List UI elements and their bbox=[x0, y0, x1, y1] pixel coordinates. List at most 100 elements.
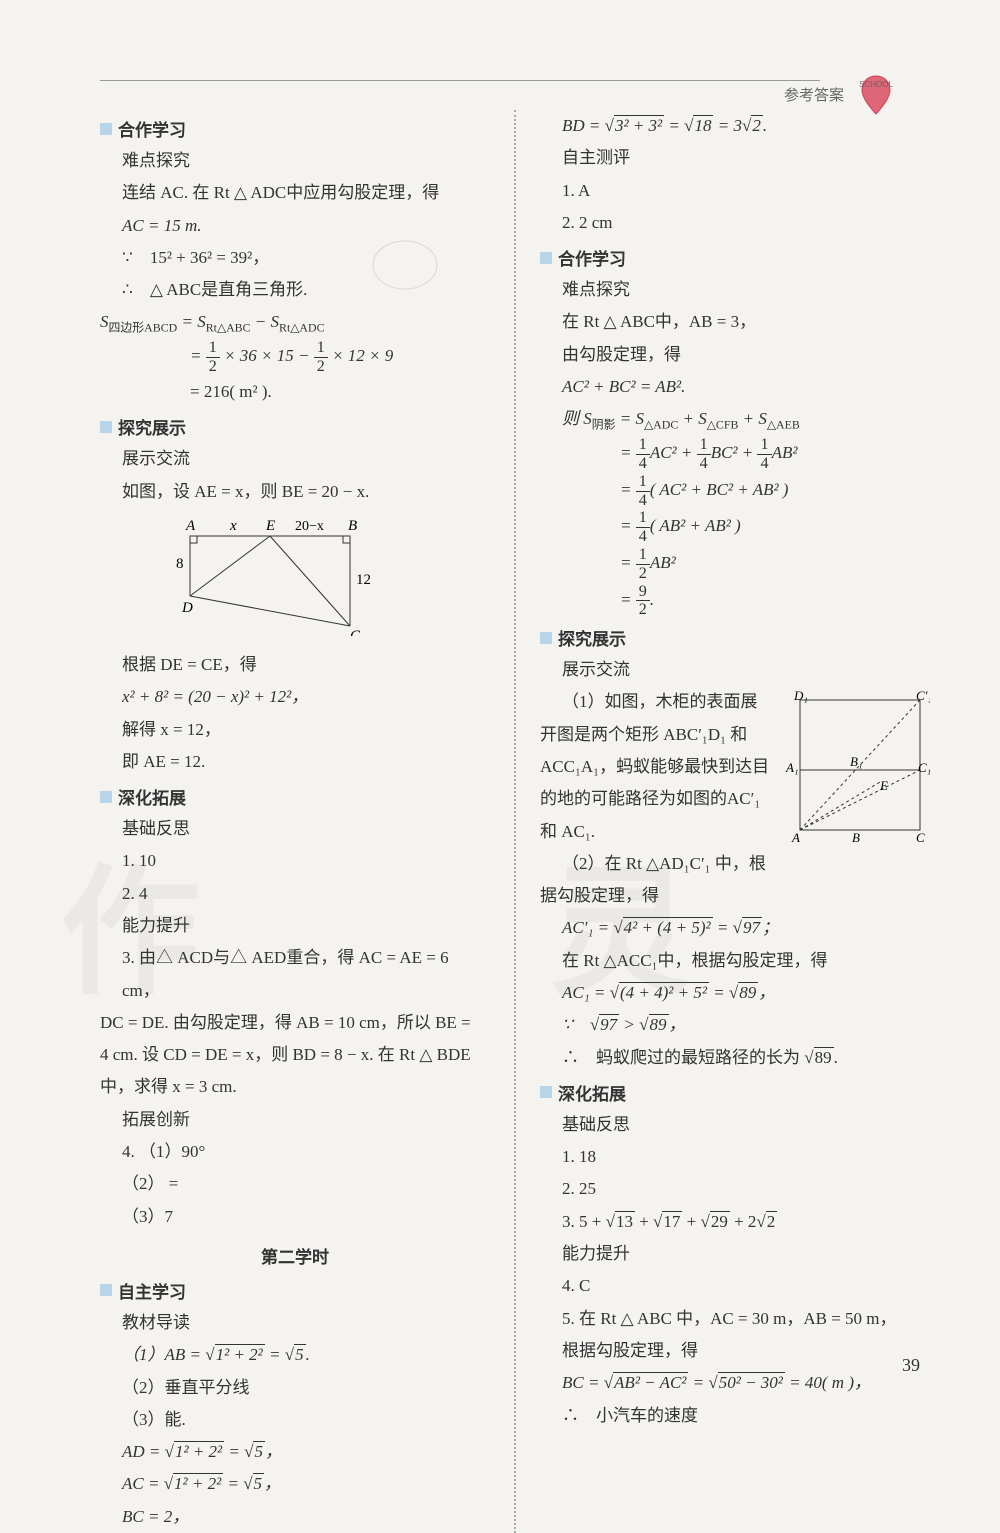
body-text: 在 Rt △ ABC中，AB = 3， bbox=[540, 306, 930, 338]
formula: BD = 3² + 3² = 18 = 32. bbox=[540, 110, 930, 142]
formula: AC₁ = (4 + 4)² + 5² = 89， bbox=[540, 977, 930, 1009]
body-text: 5. 在 Rt △ ABC 中，AC = 30 m，AB = 50 m， bbox=[540, 1303, 930, 1335]
subheading: 自主测评 bbox=[540, 142, 930, 174]
svg-text:x: x bbox=[229, 518, 237, 534]
svg-text:C: C bbox=[350, 628, 361, 636]
answer-item: 4. C bbox=[540, 1270, 930, 1302]
formula: = 92. bbox=[540, 583, 930, 620]
formula: AC′₁ = 4² + (4 + 5)² = 97； bbox=[540, 912, 930, 944]
lesson-title: 第二学时 bbox=[100, 1243, 490, 1268]
formula: AC = 1² + 2² = 5， bbox=[100, 1468, 490, 1500]
svg-text:D: D bbox=[181, 600, 193, 616]
svg-text:A: A bbox=[185, 518, 196, 534]
heading-text: 自主学习 bbox=[118, 1278, 186, 1303]
right-column: BD = 3² + 3² = 18 = 32. 自主测评 1. A 2. 2 c… bbox=[540, 110, 930, 1533]
body-text: 3. 由△ ACD与△ AED重合，得 AC = AE = 6 cm， bbox=[100, 942, 490, 1007]
answer-item: （2） = bbox=[100, 1168, 490, 1200]
heading-text: 探究展示 bbox=[558, 625, 626, 650]
section-heading: 探究展示 bbox=[100, 414, 490, 439]
svg-text:C′₁: C′₁ bbox=[916, 690, 930, 703]
subheading: 能力提升 bbox=[540, 1238, 930, 1270]
formula: ∵ 97 > 89， bbox=[540, 1009, 930, 1041]
svg-text:E: E bbox=[265, 518, 275, 534]
svg-text:D₁: D₁ bbox=[793, 690, 808, 703]
answer-item: 2. 25 bbox=[540, 1173, 930, 1205]
svg-text:SCHOOL: SCHOOL bbox=[859, 80, 893, 89]
svg-text:C₁: C₁ bbox=[918, 760, 930, 775]
geometry-diagram: A x E 20−x B 8 12 D C bbox=[170, 516, 490, 641]
formula: （1）AB = 1² + 2² = 5. bbox=[100, 1339, 490, 1371]
body-text: BC = 2， bbox=[100, 1501, 490, 1533]
heading-text: 深化拓展 bbox=[118, 784, 186, 809]
heading-text: 合作学习 bbox=[118, 116, 186, 141]
left-column: 合作学习 难点探究 连结 AC. 在 Rt △ ADC中应用勾股定理，得 AC … bbox=[100, 110, 490, 1533]
header-rule bbox=[100, 80, 820, 81]
body-text: 据勾股定理，得 bbox=[540, 880, 930, 912]
subheading: 展示交流 bbox=[100, 443, 490, 475]
svg-text:B₁: B₁ bbox=[850, 754, 862, 769]
section-heading: 合作学习 bbox=[100, 116, 490, 141]
svg-text:B: B bbox=[348, 518, 357, 534]
body-text: ∴ △ ABC是直角三角形. bbox=[100, 274, 490, 306]
formula: = 14AC² + 14BC² + 14AB² bbox=[540, 436, 930, 473]
svg-text:A: A bbox=[791, 830, 800, 845]
answer-item: 2. 4 bbox=[100, 878, 490, 910]
body-text: ∵ 15² + 36² = 39²， bbox=[100, 242, 490, 274]
body-text: 连结 AC. 在 Rt △ ADC中应用勾股定理，得 bbox=[100, 177, 490, 209]
header-label: 参考答案 bbox=[784, 84, 844, 105]
heading-text: 深化拓展 bbox=[558, 1080, 626, 1105]
column-divider bbox=[514, 110, 516, 1533]
body-text: （3）能. bbox=[100, 1404, 490, 1436]
subheading: 拓展创新 bbox=[100, 1104, 490, 1136]
body-text: 中，求得 x = 3 cm. bbox=[100, 1071, 490, 1103]
heading-text: 合作学习 bbox=[558, 245, 626, 270]
subheading: 展示交流 bbox=[540, 654, 930, 686]
body-text: 如图，设 AE = x，则 BE = 20 − x. bbox=[100, 476, 490, 508]
svg-text:12: 12 bbox=[356, 572, 370, 588]
svg-text:A₁: A₁ bbox=[785, 760, 798, 775]
subheading: 能力提升 bbox=[100, 910, 490, 942]
answer-item: （3）7 bbox=[100, 1201, 490, 1233]
body-text: 根据 DE = CE，得 bbox=[100, 649, 490, 681]
body-text: 根据勾股定理，得 bbox=[540, 1335, 930, 1367]
answer-item: 4. （1）90° bbox=[100, 1136, 490, 1168]
svg-text:8: 8 bbox=[176, 556, 184, 572]
formula: = 14( AC² + BC² + AB² ) bbox=[540, 473, 930, 510]
body-text: 即 AE = 12. bbox=[100, 746, 490, 778]
answer-item: 1. 18 bbox=[540, 1141, 930, 1173]
body-text: 4 cm. 设 CD = DE = x，则 BD = 8 − x. 在 Rt △… bbox=[100, 1039, 490, 1071]
subheading: 难点探究 bbox=[100, 145, 490, 177]
answer-item: 1. A bbox=[540, 175, 930, 207]
formula: BC = AB² − AC² = 50² − 30² = 40( m )， bbox=[540, 1367, 930, 1399]
formula: = 12AB² bbox=[540, 546, 930, 583]
formula: = 12 × 36 × 15 − 12 × 12 × 9 bbox=[100, 339, 490, 376]
svg-text:E: E bbox=[879, 778, 888, 793]
formula: 则 S阴影 = S△ADC + S△CFB + S△AEB bbox=[540, 403, 930, 436]
answer-item: 2. 2 cm bbox=[540, 207, 930, 239]
body-text: 在 Rt △ACC₁中，根据勾股定理，得 bbox=[540, 945, 930, 977]
page-number: 39 bbox=[902, 1355, 920, 1376]
section-heading: 探究展示 bbox=[540, 625, 930, 650]
section-heading: 深化拓展 bbox=[540, 1080, 930, 1105]
content-columns: 合作学习 难点探究 连结 AC. 在 Rt △ ADC中应用勾股定理，得 AC … bbox=[100, 110, 930, 1533]
subheading: 教材导读 bbox=[100, 1307, 490, 1339]
body-text: DC = DE. 由勾股定理，得 AB = 10 cm，所以 BE = bbox=[100, 1007, 490, 1039]
formula: = 14( AB² + AB² ) bbox=[540, 509, 930, 546]
svg-text:C: C bbox=[916, 830, 925, 845]
formula: AC² + BC² = AB². bbox=[540, 371, 930, 403]
subheading: 基础反思 bbox=[540, 1109, 930, 1141]
body-text: （2）垂直平分线 bbox=[100, 1372, 490, 1404]
heading-text: 探究展示 bbox=[118, 414, 186, 439]
answer-item: 3. 5 + 13 + 17 + 29 + 22 bbox=[540, 1206, 930, 1238]
formula: S四边形ABCD = SRt△ABC − SRt△ADC bbox=[100, 306, 490, 339]
answer-item: 1. 10 bbox=[100, 845, 490, 877]
subheading: 难点探究 bbox=[540, 274, 930, 306]
svg-text:20−x: 20−x bbox=[295, 519, 324, 534]
subheading: 基础反思 bbox=[100, 813, 490, 845]
section-heading: 自主学习 bbox=[100, 1278, 490, 1303]
body-text: ∴ 蚂蚁爬过的最短路径的长为 89. bbox=[540, 1042, 930, 1074]
body-text: AC = 15 m. bbox=[100, 210, 490, 242]
formula: AD = 1² + 2² = 5， bbox=[100, 1436, 490, 1468]
formula: = 216( m² ). bbox=[100, 376, 490, 408]
section-heading: 合作学习 bbox=[540, 245, 930, 270]
